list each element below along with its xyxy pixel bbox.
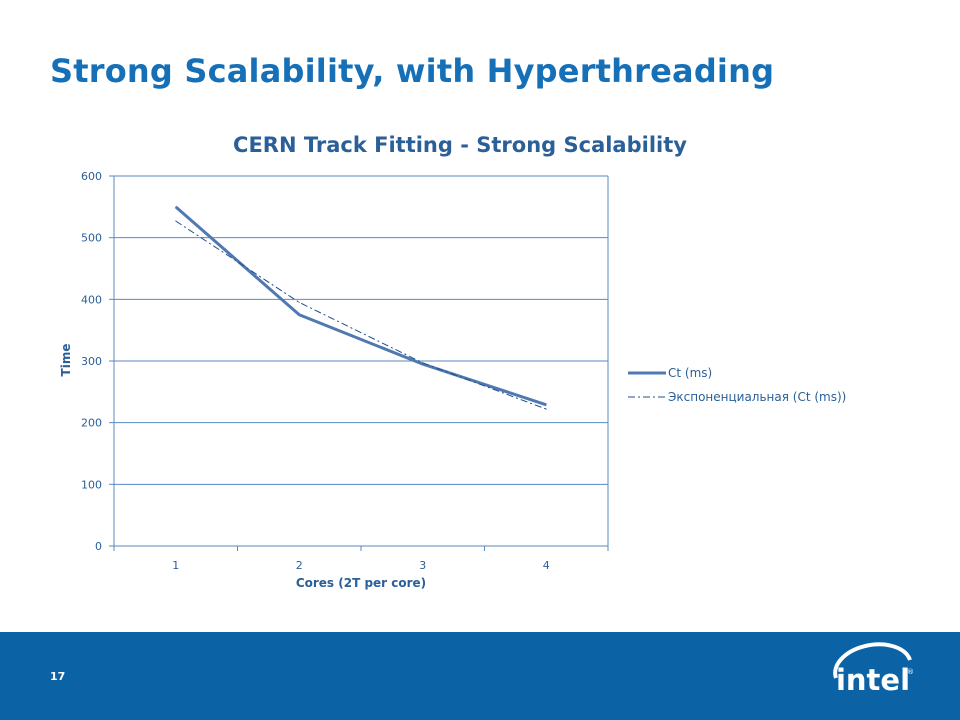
data-point bbox=[545, 404, 547, 406]
svg-text:®: ® bbox=[907, 668, 914, 676]
footer-bar: 17 intel ® bbox=[0, 632, 960, 720]
series-group bbox=[174, 205, 547, 410]
data-point bbox=[298, 301, 300, 303]
data-point bbox=[422, 362, 424, 364]
y-tick-label: 0 bbox=[95, 540, 102, 553]
y-tick-label: 600 bbox=[81, 170, 102, 183]
data-point bbox=[175, 206, 177, 208]
x-axis-ticks: 1 2 3 4 bbox=[172, 559, 550, 572]
x-axis-label: Cores (2T per core) bbox=[296, 576, 426, 590]
x-tick-label: 4 bbox=[543, 559, 550, 572]
series-line-2 bbox=[175, 220, 547, 410]
y-tick-label: 300 bbox=[81, 355, 102, 368]
legend-label: Ct (ms) bbox=[668, 366, 712, 380]
y-tick-label: 200 bbox=[81, 417, 102, 430]
line-chart: CERN Track Fitting - Strong Scalability … bbox=[59, 133, 846, 590]
chart-legend: Ct (ms) Экспоненциальная (Ct (ms)) bbox=[628, 366, 846, 404]
data-point bbox=[298, 314, 300, 316]
y-tick-label: 100 bbox=[81, 478, 102, 491]
x-tick-label: 1 bbox=[172, 559, 179, 572]
y-tick-label: 400 bbox=[81, 293, 102, 306]
x-tick-label: 3 bbox=[419, 559, 426, 572]
chart-title: CERN Track Fitting - Strong Scalability bbox=[233, 133, 687, 157]
slide-title: Strong Scalability, with Hyperthreading bbox=[50, 52, 775, 90]
y-axis-ticks: 0 100 200 300 400 500 600 bbox=[81, 170, 102, 553]
y-axis-label: Time bbox=[59, 344, 73, 377]
logo-text: intel bbox=[836, 663, 910, 697]
data-point bbox=[422, 363, 424, 365]
gridlines bbox=[109, 175, 609, 551]
series-line-1 bbox=[174, 205, 547, 407]
intel-logo: intel ® bbox=[833, 642, 914, 697]
data-point bbox=[175, 220, 177, 222]
y-tick-label: 500 bbox=[81, 232, 102, 245]
x-tick-label: 2 bbox=[296, 559, 303, 572]
page-number: 17 bbox=[50, 670, 66, 683]
data-point bbox=[545, 408, 547, 410]
legend-label: Экспоненциальная (Ct (ms)) bbox=[668, 390, 846, 404]
